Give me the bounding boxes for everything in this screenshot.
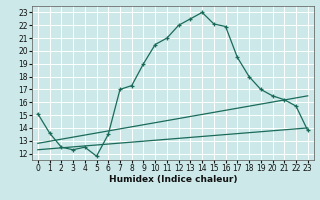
X-axis label: Humidex (Indice chaleur): Humidex (Indice chaleur) (108, 175, 237, 184)
